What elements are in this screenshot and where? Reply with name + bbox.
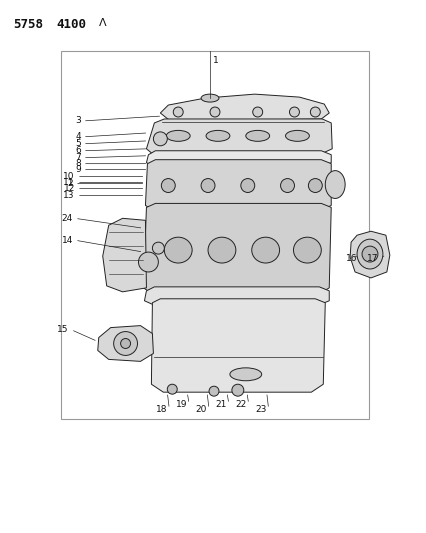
Circle shape: [308, 179, 322, 192]
Polygon shape: [103, 219, 146, 292]
Text: 4: 4: [75, 132, 81, 141]
Text: 12: 12: [63, 184, 75, 193]
Polygon shape: [98, 326, 153, 361]
Text: 15: 15: [58, 325, 69, 334]
Text: 16: 16: [345, 254, 356, 263]
Circle shape: [152, 242, 164, 254]
Text: 23: 23: [255, 405, 266, 414]
Circle shape: [361, 246, 377, 262]
Polygon shape: [349, 231, 389, 278]
Text: 18: 18: [155, 405, 167, 414]
Ellipse shape: [164, 237, 192, 263]
Circle shape: [120, 338, 130, 349]
Circle shape: [240, 179, 254, 192]
Text: 4100: 4100: [56, 18, 86, 30]
Ellipse shape: [245, 131, 269, 141]
Circle shape: [113, 332, 137, 356]
Text: 2: 2: [67, 179, 73, 188]
Circle shape: [161, 179, 175, 192]
Text: 24: 24: [61, 214, 73, 223]
Text: 9: 9: [75, 165, 81, 174]
Polygon shape: [146, 151, 331, 167]
Text: 22: 22: [235, 400, 246, 409]
Text: 5: 5: [75, 139, 81, 148]
Text: 19: 19: [175, 400, 187, 409]
Text: 7: 7: [75, 153, 81, 162]
Ellipse shape: [356, 239, 382, 269]
Ellipse shape: [166, 131, 190, 141]
Ellipse shape: [229, 368, 261, 381]
Text: 13: 13: [63, 191, 75, 200]
Polygon shape: [144, 287, 328, 305]
Text: 1: 1: [213, 56, 218, 66]
Text: 14: 14: [61, 236, 73, 245]
Circle shape: [210, 107, 219, 117]
Text: 20: 20: [195, 405, 207, 414]
Ellipse shape: [201, 94, 219, 102]
Text: 5758: 5758: [13, 18, 43, 30]
Text: 3: 3: [75, 116, 81, 125]
Circle shape: [173, 107, 183, 117]
Polygon shape: [151, 299, 325, 392]
Ellipse shape: [206, 131, 229, 141]
Ellipse shape: [153, 132, 167, 146]
Ellipse shape: [293, 237, 320, 263]
Ellipse shape: [325, 171, 344, 198]
Ellipse shape: [207, 237, 235, 263]
Circle shape: [252, 107, 262, 117]
Text: 21: 21: [215, 400, 226, 409]
Circle shape: [280, 179, 294, 192]
Circle shape: [201, 179, 214, 192]
Text: Λ: Λ: [98, 18, 106, 28]
Circle shape: [138, 252, 158, 272]
Polygon shape: [160, 94, 328, 121]
Bar: [61, 51, 368, 419]
Text: 17: 17: [366, 254, 378, 263]
Polygon shape: [143, 204, 331, 294]
Circle shape: [231, 384, 243, 396]
Text: 8: 8: [75, 159, 81, 168]
Circle shape: [167, 384, 177, 394]
Circle shape: [310, 107, 320, 117]
Text: 10: 10: [63, 172, 75, 181]
Text: 6: 6: [75, 146, 81, 155]
Text: 11: 11: [63, 178, 75, 187]
Ellipse shape: [285, 131, 309, 141]
Ellipse shape: [251, 237, 279, 263]
Circle shape: [289, 107, 299, 117]
Polygon shape: [145, 160, 331, 211]
Polygon shape: [146, 119, 331, 154]
Circle shape: [209, 386, 219, 396]
